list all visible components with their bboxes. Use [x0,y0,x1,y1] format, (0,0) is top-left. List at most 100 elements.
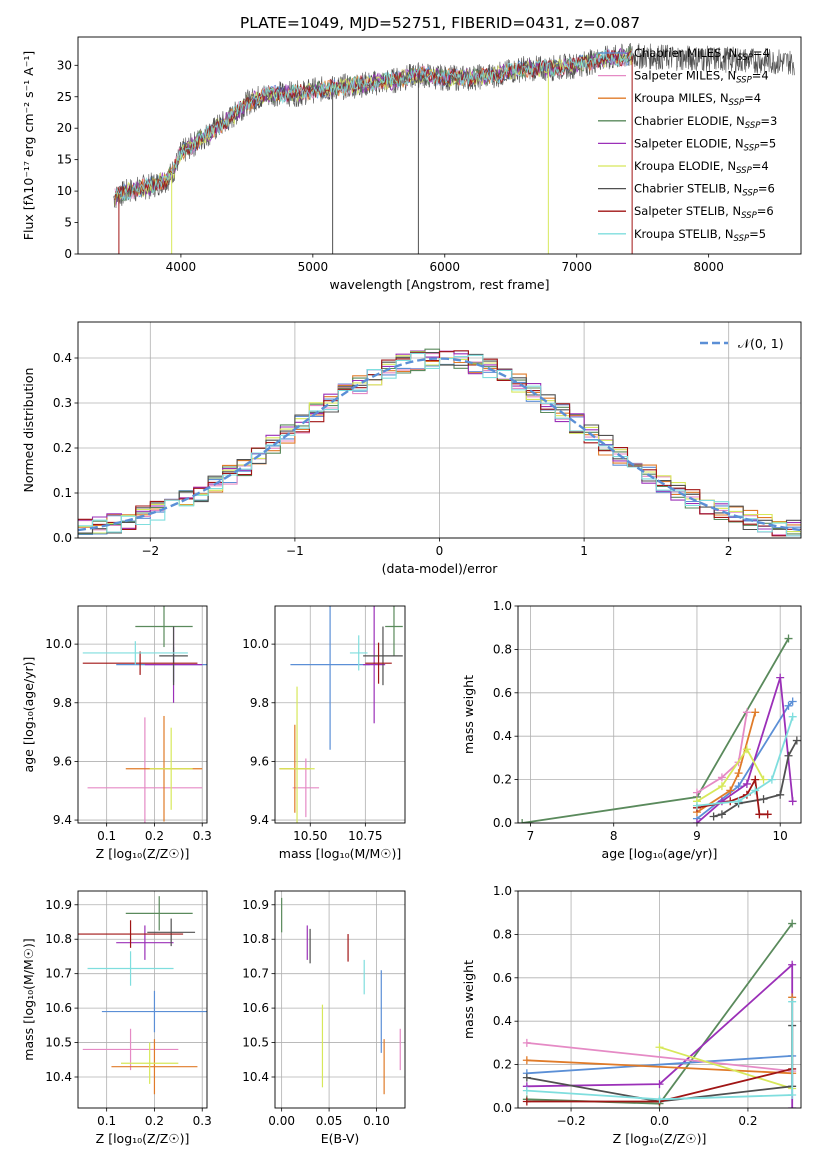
y-tick-label: 10.7 [45,967,72,981]
series-line-kroupa-elodie [659,1046,793,1090]
x-tick-label: 7000 [561,260,592,274]
series-marker [734,797,743,806]
y-axis-label: mass [log₁₀(M/M☉)] [21,938,36,1060]
y-tick-label: 0.4 [493,729,512,743]
axes-frame [77,890,208,1109]
y-tick-label: 0.2 [493,1058,512,1072]
y-tick-label: 9.8 [53,696,72,710]
y-tick-label: 10.0 [45,637,72,651]
mass-weight-vs-age-plot: 7 8 9 10 0.0 0.2 0.4 0.6 0.8 1.0 age [log₁₀(age/yr… [461,599,802,861]
y-tick-label: 10.8 [242,932,269,946]
series-marker [784,701,793,710]
y-axis-label: mass weight [461,675,476,754]
series-marker [788,960,797,969]
x-tick-label: 0 [436,544,444,558]
x-tick-label: 5000 [298,260,329,274]
series-marker [742,745,751,754]
series-marker [655,1095,664,1104]
series-line-kroupa-miles [696,712,757,813]
age-vs-metallicity-plot: 0.1 0.2 0.3 9.4 9.6 9.8 10.0 Z [log₁₀(Z/Z☉)] age… [21,605,212,861]
series-line-kroupa-stelib [526,1001,794,1101]
series-marker [692,788,701,797]
series-marker [717,810,726,819]
series-line-salpeter-miles [526,1042,793,1072]
histogram-kroupa-stelib [78,352,801,537]
y-tick-label: 0.6 [493,971,512,985]
series-marker [717,797,726,806]
x-tick-label: −0.2 [556,1114,585,1128]
y-axis-label: age [log₁₀(age/yr)] [21,657,36,773]
legend-entry: Kroupa ELODIE, NSSP=4 [634,159,769,176]
legend-entry: Chabrier ELODIE, NSSP=3 [634,114,777,131]
axes-frame [274,890,406,1109]
x-tick-label: 7 [527,829,535,843]
series-line-salpeter-miles [696,712,748,794]
series-marker [655,1043,664,1052]
series-marker [788,712,797,721]
x-tick-label: 0.1 [97,829,116,843]
series-marker [767,775,776,784]
series-marker [742,779,751,788]
y-tick-label: 0.2 [493,773,512,787]
series-marker [759,775,768,784]
y-tick-label: 9.6 [53,754,72,768]
y-tick-label: 10.7 [242,967,269,981]
y-tick-label: 0.2 [53,441,72,455]
series-marker [692,819,701,823]
series-marker [788,1090,797,1099]
y-tick-label: 25 [57,90,72,104]
series-marker [734,769,743,778]
x-tick-label: −1 [286,544,304,558]
series-marker [751,708,760,717]
x-tick-label: 0.00 [268,1114,295,1128]
y-tick-label: 0.1 [53,486,72,500]
y-tick-label: 1.0 [493,884,512,898]
y-tick-label: 0.8 [493,927,512,941]
series-line-kroupa-elodie [696,747,765,803]
mass-vs-extinction-plot: 0.00 0.05 0.10 10.4 10.5 10.6 10.7 10.8 10.9 E(B-… [242,890,406,1146]
x-tick-label: 0.05 [316,1114,343,1128]
series-marker [518,819,527,823]
series-line-chabrier-miles [696,700,794,820]
x-tick-label: 0.2 [145,829,164,843]
x-tick-label: 8000 [693,260,724,274]
series-marker [692,801,701,810]
x-axis-label: wavelength [Angstrom, rest frame] [329,277,549,292]
series-marker [751,775,760,784]
series-marker [709,812,718,821]
age-vs-mass-plot: 10.50 10.75 9.4 9.6 9.8 10.0 mass [log₁₀(M/M☉)… [242,605,406,861]
x-tick-label: 0.10 [363,1114,390,1128]
legend-entry: Chabrier STELIB, NSSP=6 [634,182,775,199]
x-tick-label: 0.0 [650,1114,669,1128]
y-tick-label: 0.0 [493,816,512,830]
legend-entry: Kroupa STELIB, NSSP=5 [634,227,766,244]
y-tick-label: 20 [57,121,72,135]
x-tick-label: 4000 [166,260,197,274]
y-tick-label: 0 [64,247,72,261]
series-marker [717,782,726,791]
y-tick-label: 10 [57,184,72,198]
mass-vs-metallicity-plot: 0.1 0.2 0.3 10.4 10.5 10.6 10.7 10.8 10.9 Z [log₁… [21,890,212,1146]
x-axis-label: mass [log₁₀(M/M☉)] [279,846,401,861]
x-tick-label: 0.1 [97,1114,116,1128]
y-tick-label: 10.9 [242,898,269,912]
x-tick-label: 9 [693,829,701,843]
axes-frame [517,890,802,1109]
x-axis-label: Z [log₁₀(Z/Z☉)] [96,1131,190,1146]
residuals-plot: −2 −1 0 1 2 0.0 0.1 0.2 0.3 0.4 (data-model)/error… [21,321,802,576]
legend-entry: Salpeter STELIB, NSSP=6 [634,204,774,221]
legend-entry: Salpeter MILES, NSSP=4 [634,69,769,86]
axes-frame [77,321,802,539]
series-marker [751,786,760,795]
y-tick-label: 1.0 [493,599,512,613]
x-axis-label: Z [log₁₀(Z/Z☉)] [613,1131,707,1146]
legend-entry: Kroupa MILES, NSSP=4 [634,91,761,108]
x-tick-label: 8 [610,829,618,843]
series-line-chabrier-miles [526,1055,793,1075]
y-tick-label: 0.8 [493,642,512,656]
spectrum-legend: Chabrier MILES, NSSP=4 Salpeter MILES, NS… [598,46,777,244]
series-marker [784,751,793,760]
y-tick-label: 9.6 [250,754,269,768]
series-marker [776,790,785,799]
series-marker [776,673,785,682]
